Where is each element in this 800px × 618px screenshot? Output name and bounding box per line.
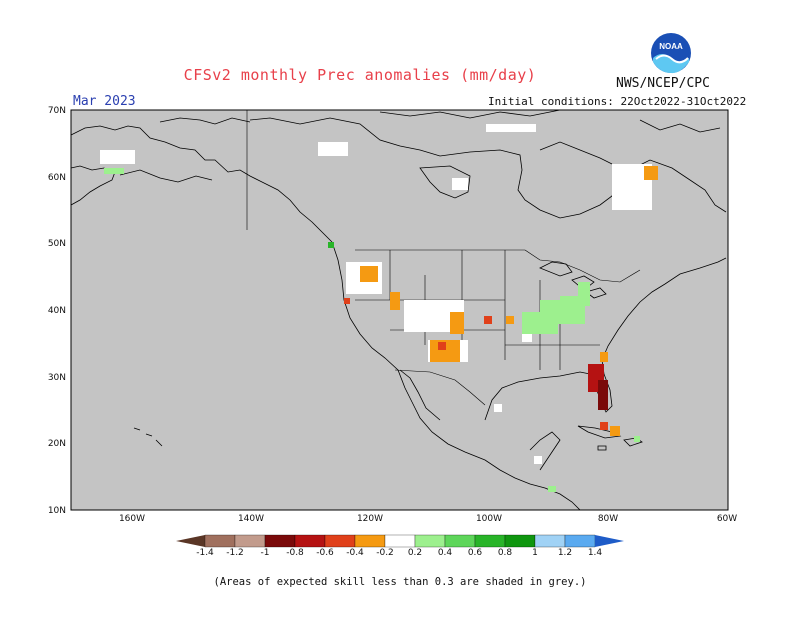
colorbar-box (534, 534, 566, 548)
colorbar-label: 0.8 (498, 548, 513, 558)
colorbar-box (384, 534, 416, 548)
colorbar-label: -0.4 (346, 548, 364, 558)
colorbar-box (294, 534, 326, 548)
lon-label: 60W (717, 514, 737, 524)
lat-label: 10N (48, 506, 66, 516)
lat-label: 60N (48, 173, 66, 183)
colorbar-low-arrow (176, 535, 205, 547)
colorbar-label: -0.6 (316, 548, 334, 558)
latitude-labels: 70N 60N 50N 40N 30N 20N 10N (48, 106, 66, 516)
lat-label: 70N (48, 106, 66, 116)
colorbar: -1.4 -1.2 -1 -0.8 -0.6 -0.4 -0.2 0.2 0.4… (176, 534, 624, 558)
initial-conditions: Initial conditions: 22Oct2022-31Oct2022 (488, 95, 747, 108)
agency-label: NWS/NCEP/CPC (616, 76, 710, 91)
colorbar-box (444, 534, 476, 548)
colorbar-label: -1 (261, 548, 270, 558)
skill-footnote: (Areas of expected skill less than 0.3 a… (213, 576, 587, 588)
colorbar-label: 1 (532, 548, 538, 558)
forecast-month: Mar 2023 (73, 94, 136, 109)
lat-label: 30N (48, 373, 66, 383)
anomaly-cells (100, 124, 658, 492)
lon-label: 160W (119, 514, 145, 524)
colorbar-box (564, 534, 596, 548)
colorbar-box (264, 534, 296, 548)
colorbar-label: 0.2 (408, 548, 422, 558)
colorbar-label: -1.2 (226, 548, 244, 558)
lon-label: 120W (357, 514, 383, 524)
coastlines (70, 109, 727, 511)
colorbar-box (234, 534, 266, 548)
colorbar-box (504, 534, 536, 548)
svg-text:NOAA: NOAA (659, 42, 683, 51)
colorbar-label: -0.2 (376, 548, 394, 558)
colorbar-label: -0.8 (286, 548, 304, 558)
lon-label: 80W (598, 514, 618, 524)
lat-label: 50N (48, 239, 66, 249)
colorbar-box (474, 534, 506, 548)
colorbar-label: 0.4 (438, 548, 453, 558)
colorbar-label: -1.4 (196, 548, 214, 558)
colorbar-box (354, 534, 386, 548)
map-title: CFSv2 monthly Prec anomalies (mm/day) (183, 66, 537, 84)
colorbar-label: 0.6 (468, 548, 483, 558)
lon-label: 100W (476, 514, 502, 524)
colorbar-box (324, 534, 356, 548)
noaa-logo-icon: NOAA (651, 33, 691, 74)
colorbar-box (204, 534, 236, 548)
lon-label: 140W (238, 514, 264, 524)
lat-label: 20N (48, 439, 66, 449)
longitude-labels: 160W 140W 120W 100W 80W 60W (119, 514, 737, 524)
colorbar-high-arrow (595, 535, 624, 547)
colorbar-box (414, 534, 446, 548)
lat-label: 40N (48, 306, 66, 316)
colorbar-label: 1.4 (588, 548, 603, 558)
colorbar-label: 1.2 (558, 548, 572, 558)
